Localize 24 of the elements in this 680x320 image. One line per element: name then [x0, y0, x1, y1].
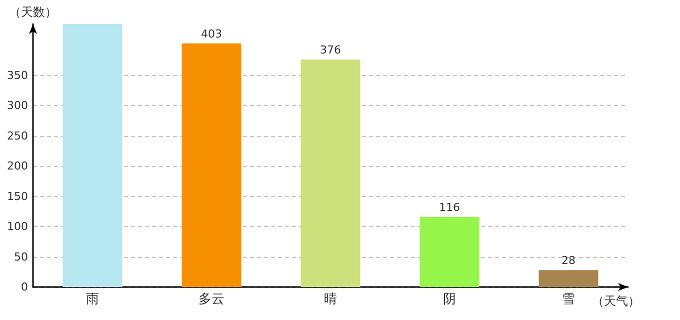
y-tick-label: 100 — [7, 220, 28, 234]
bar — [300, 60, 360, 287]
y-tick-label: 250 — [7, 129, 28, 142]
x-tick-label: 多云 — [198, 292, 224, 307]
x-axis-title: （天气） — [592, 294, 640, 308]
bar — [538, 270, 598, 287]
x-tick-label: 雨 — [86, 292, 99, 307]
y-tick-label: 150 — [7, 190, 28, 203]
x-tick-label: 晴 — [324, 292, 337, 307]
bar — [420, 216, 480, 287]
y-tick-label: 350 — [7, 68, 28, 82]
data-label: 116 — [439, 200, 460, 214]
x-tick-label: 雪 — [562, 292, 575, 307]
data-label: 403 — [201, 27, 222, 40]
y-tick-label: 200 — [7, 160, 28, 173]
y-tick-label: 50 — [14, 250, 28, 264]
x-tick-label: 阴 — [443, 292, 456, 307]
data-label: 376 — [320, 44, 341, 57]
y-tick-label: 0 — [21, 280, 28, 294]
data-label: 28 — [562, 254, 576, 268]
bar — [62, 24, 122, 287]
bar — [182, 43, 242, 287]
y-axis-title: （天数） — [9, 5, 57, 19]
y-tick-label: 300 — [7, 99, 28, 112]
